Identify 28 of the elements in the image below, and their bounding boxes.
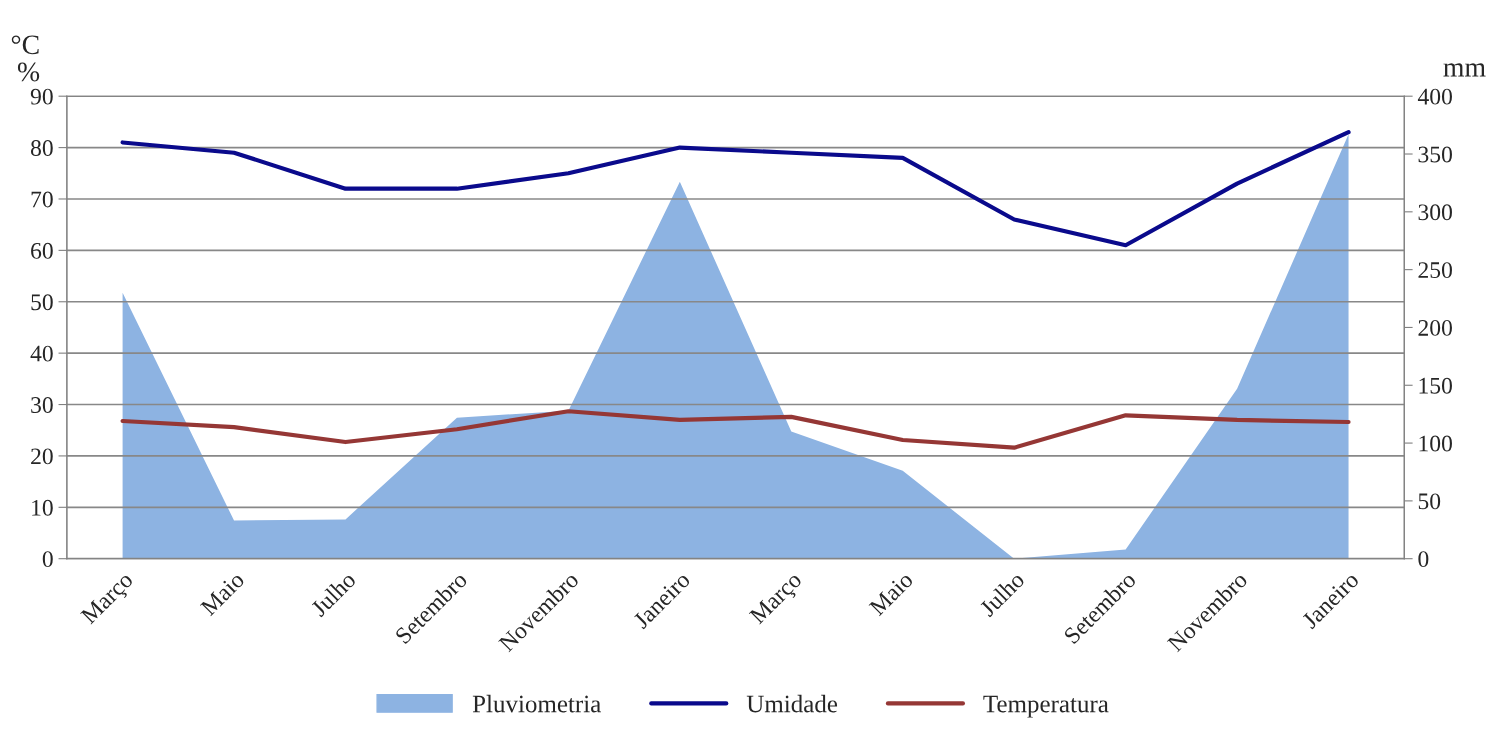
y2-tick-label: 50 [1418,493,1441,510]
legend-label: Umidade [746,694,838,713]
y-tick-label: 40 [30,345,53,362]
y2-tick-label: 150 [1419,377,1452,394]
y-tick-label: 50 [31,294,53,311]
y2-tick-label: 250 [1418,262,1452,279]
y-tick-label: 0 [42,551,53,568]
y-tick-label: 10 [32,499,53,516]
y-axis-title: °C % [11,35,40,82]
y2-tick-label: 0 [1418,551,1429,568]
y-tick-label: 30 [31,397,53,413]
line-series [120,409,1351,450]
y-tick-label: 60 [31,242,53,259]
x-tick-label: Maio [199,570,246,617]
y2-tick-label: 100 [1419,435,1452,452]
y2-tick-label: 300 [1418,204,1452,221]
line-series [120,130,1351,248]
legend-label: Temperatura [983,695,1109,718]
y2-tick-label: 400 [1417,88,1452,105]
y2-tick-label: 350 [1418,146,1452,163]
y2-tick-label: 200 [1418,319,1452,336]
y-tick-label: 80 [30,140,53,157]
y-tick-label: 70 [31,191,53,208]
y-tick-label: 90 [30,88,53,105]
x-tick-label: Maio [868,570,914,617]
legend-label: Pluviometria [472,694,601,713]
y2-axis-title: mm [1443,63,1486,77]
y-tick-label: 20 [31,448,53,465]
